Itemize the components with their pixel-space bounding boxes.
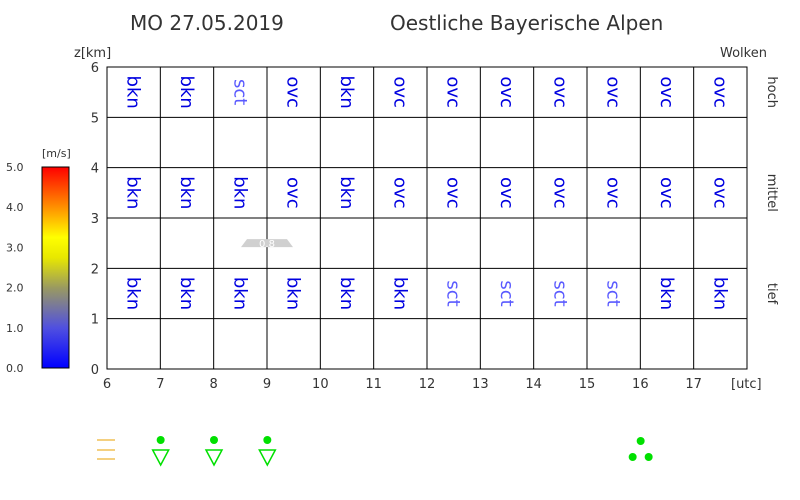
cloud-cell-hoch: ovc xyxy=(603,76,624,108)
colorbar-tick-label: 5.0 xyxy=(6,161,24,174)
haze-symbol xyxy=(97,439,115,460)
cloud-cell-hoch: bkn xyxy=(336,76,357,109)
cloud-cell-tief: bkn xyxy=(709,277,730,310)
shower-triangle xyxy=(151,449,170,467)
x-tick-label: 16 xyxy=(632,377,649,392)
cloud-cell-tief: bkn xyxy=(336,277,357,310)
layer-label-mittel: mittel xyxy=(764,174,779,212)
wolken-label: Wolken xyxy=(720,46,767,61)
y-tick-label: 0 xyxy=(91,363,99,378)
layer-label-tief: tief xyxy=(764,283,779,305)
x-tick-label: 17 xyxy=(685,377,702,392)
cloud-cell-tief: bkn xyxy=(283,277,304,310)
cloud-cell-tief: bkn xyxy=(656,277,677,310)
colorbar-label: [m/s] xyxy=(42,147,71,160)
y-axis-label: z[km] xyxy=(74,46,111,61)
cloud-cell-tief: sct xyxy=(496,280,517,306)
colorbar xyxy=(41,166,70,369)
cloud-cell-mittel: bkn xyxy=(176,176,197,209)
x-tick-label: 13 xyxy=(472,377,489,392)
cloud-cell-tief: bkn xyxy=(176,277,197,310)
cloud-cell-tief: sct xyxy=(443,280,464,306)
shower-dot xyxy=(210,436,218,444)
x-tick-label: 7 xyxy=(156,377,164,392)
x-tick-label: 10 xyxy=(312,377,329,392)
cloud-cell-mittel: ovc xyxy=(549,177,570,209)
shower-dot xyxy=(156,436,165,444)
cloud-cell-hoch: ovc xyxy=(496,76,517,108)
cloud-cell-mittel: ovc xyxy=(496,177,517,209)
cloud-cell-tief: bkn xyxy=(389,277,410,310)
y-tick-label: 4 xyxy=(91,162,99,177)
x-axis-label: [utc] xyxy=(731,377,762,392)
cloud-cell-hoch: ovc xyxy=(283,76,304,108)
colorbar-tick-label: 3.0 xyxy=(6,241,24,254)
cloud-cell-mittel: bkn xyxy=(336,176,357,209)
y-tick-label: 1 xyxy=(91,313,99,328)
cloud-cell-mittel: bkn xyxy=(229,176,250,209)
shower-dot xyxy=(263,436,272,444)
cloud-cell-mittel: ovc xyxy=(603,177,624,209)
y-tick-label: 3 xyxy=(91,212,99,227)
chart-grid xyxy=(106,66,748,370)
x-tick-label: 14 xyxy=(525,377,542,392)
rain-dot xyxy=(636,437,645,445)
shower-symbol xyxy=(258,436,277,467)
y-tick-label: 6 xyxy=(91,61,99,76)
x-tick-label: 11 xyxy=(365,377,382,392)
cloud-cell-hoch: ovc xyxy=(389,76,410,108)
cloud-cell-mittel: bkn xyxy=(123,176,144,209)
cloud-cell-mittel: ovc xyxy=(709,177,730,209)
cloud-cell-hoch: ovc xyxy=(656,76,677,108)
cloud-cell-mittel: ovc xyxy=(656,177,677,209)
region-title: Oestliche Bayerische Alpen xyxy=(390,11,663,35)
x-tick-label: 8 xyxy=(210,377,218,392)
shower-symbol xyxy=(151,436,170,467)
rain-dot xyxy=(644,453,653,461)
cloud-cell-hoch: ovc xyxy=(549,76,570,108)
y-tick-label: 2 xyxy=(91,262,99,277)
cloud-cell-tief: bkn xyxy=(123,277,144,310)
cloud-cell-tief: sct xyxy=(549,280,570,306)
cloud-cell-hoch: ovc xyxy=(709,76,730,108)
cloud-cell-tief: sct xyxy=(603,280,624,306)
cloud-cell-mittel: ovc xyxy=(283,177,304,209)
colorbar-tick-label: 2.0 xyxy=(6,282,24,295)
cloud-cell-mittel: ovc xyxy=(389,177,410,209)
wind-marker-value: 0.8 xyxy=(259,239,275,250)
colorbar-tick-label: 0.0 xyxy=(6,362,24,375)
layer-label-hoch: hoch xyxy=(764,76,779,108)
shower-triangle xyxy=(204,449,224,467)
cloud-cell-hoch: bkn xyxy=(176,76,197,109)
x-tick-label: 12 xyxy=(419,377,436,392)
x-tick-label: 15 xyxy=(579,377,596,392)
cloud-cell-hoch: sct xyxy=(229,79,250,105)
cloud-cell-tief: bkn xyxy=(229,277,250,310)
cloud-cell-hoch: bkn xyxy=(123,76,144,109)
wind-marker xyxy=(241,239,293,248)
date-title: MO 27.05.2019 xyxy=(130,11,284,35)
colorbar-tick-label: 1.0 xyxy=(6,322,24,335)
shower-triangle xyxy=(258,449,277,467)
rain-symbol xyxy=(628,437,653,461)
cloud-cell-mittel: ovc xyxy=(443,177,464,209)
cloud-cell-hoch: ovc xyxy=(443,76,464,108)
y-tick-label: 5 xyxy=(91,111,99,126)
x-tick-label: 6 xyxy=(103,377,111,392)
shower-symbol xyxy=(204,436,224,467)
x-tick-label: 9 xyxy=(263,377,271,392)
rain-dot xyxy=(628,453,637,461)
colorbar-tick-label: 4.0 xyxy=(6,201,24,214)
